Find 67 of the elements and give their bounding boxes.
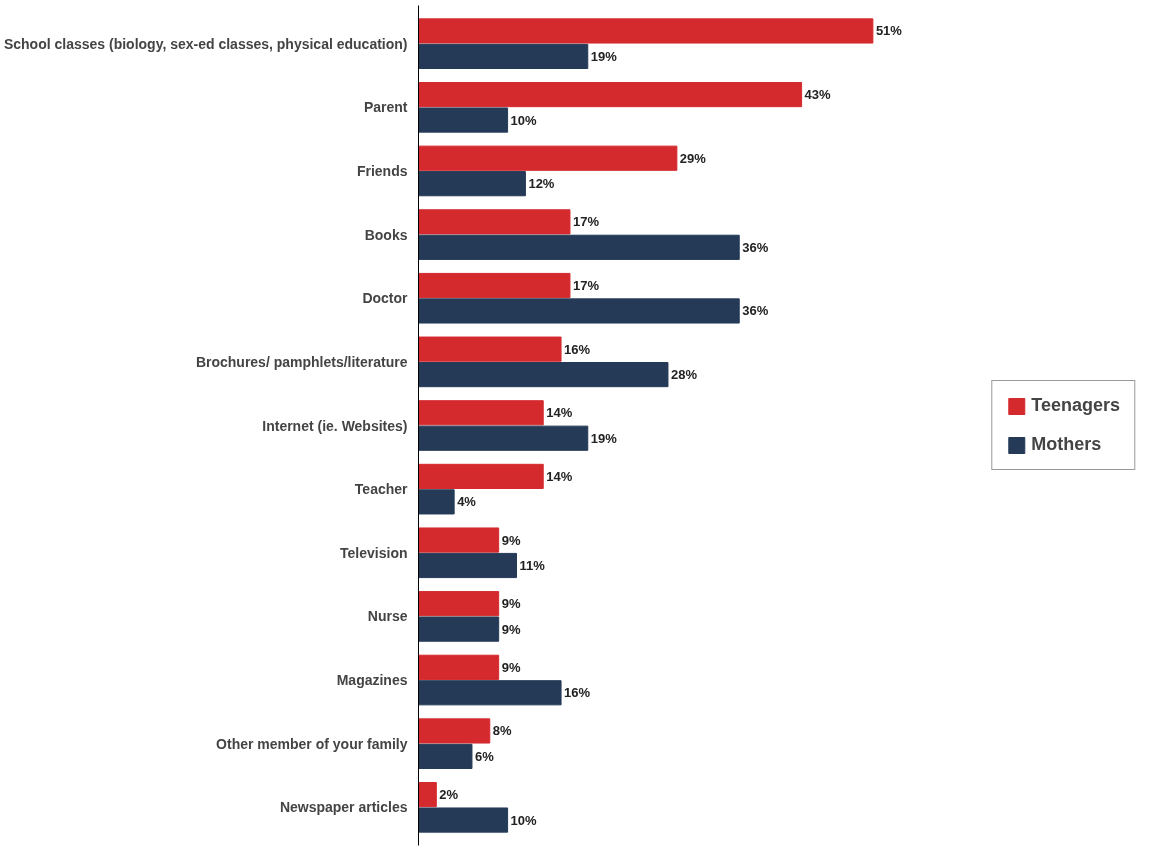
y-tick-label: Books xyxy=(364,226,408,243)
y-tick-label: Newspaper articles xyxy=(279,799,408,816)
bar xyxy=(418,145,678,171)
data-label: 8% xyxy=(492,723,512,739)
y-tick-label: Friends xyxy=(356,162,408,179)
y-tick-label: Internet (ie. Websites) xyxy=(262,417,408,434)
bar xyxy=(418,43,589,69)
data-label: 36% xyxy=(742,303,769,319)
y-tick-label: Teacher xyxy=(354,481,409,498)
legend-label: Mothers xyxy=(1031,434,1102,455)
y-tick-label: School classes (biology, sex-ed classes, physical education) xyxy=(3,35,408,52)
data-label: 29% xyxy=(679,150,707,166)
data-label: 19% xyxy=(590,430,618,446)
bar xyxy=(418,616,500,642)
data-label: 9% xyxy=(501,659,521,675)
data-label: 43% xyxy=(804,87,832,103)
data-label: 14% xyxy=(546,468,573,484)
data-label: 11% xyxy=(519,558,546,573)
bar xyxy=(418,463,544,489)
y-tick-label: Doctor xyxy=(362,290,409,307)
bar xyxy=(418,654,500,680)
legend-label: Teenagers xyxy=(1031,395,1120,416)
y-tick-label: Magazines xyxy=(336,672,408,689)
bar xyxy=(418,362,669,388)
bar xyxy=(418,527,500,553)
y-tick-label: Other member of your family xyxy=(216,735,408,752)
data-label: 4% xyxy=(457,494,477,510)
data-label: 9% xyxy=(501,621,521,637)
bar xyxy=(418,400,544,426)
data-label: 2% xyxy=(439,787,459,803)
bar xyxy=(418,807,509,833)
data-label: 17% xyxy=(572,278,600,293)
bar xyxy=(418,234,740,260)
bar xyxy=(418,718,491,744)
y-tick-label: Brochures/ pamphlets/literature xyxy=(195,353,408,370)
data-label: 10% xyxy=(510,112,538,128)
bar xyxy=(418,298,740,324)
bar xyxy=(418,209,571,235)
data-label: 16% xyxy=(564,685,591,701)
bar xyxy=(418,272,571,299)
data-label: 36% xyxy=(742,239,769,255)
data-label: 28% xyxy=(670,367,698,383)
data-label: 9% xyxy=(501,596,521,612)
data-label: 17% xyxy=(572,214,600,230)
data-label: 19% xyxy=(590,48,618,64)
bar xyxy=(418,782,437,808)
data-label: 6% xyxy=(474,748,495,764)
y-tick-label: Parent xyxy=(363,99,408,116)
data-label: 9% xyxy=(501,532,521,548)
bar xyxy=(418,425,589,451)
bar xyxy=(418,107,509,133)
bar xyxy=(418,743,473,769)
bar xyxy=(418,18,874,44)
data-label: 14% xyxy=(546,405,573,421)
bar xyxy=(418,82,803,108)
bar xyxy=(418,680,562,706)
bar xyxy=(418,489,455,515)
bar xyxy=(418,552,517,579)
y-tick-label: Nurse xyxy=(367,608,408,625)
y-tick-label: Television xyxy=(340,544,408,561)
bar xyxy=(418,171,526,197)
data-label: 10% xyxy=(510,812,538,828)
bar xyxy=(418,336,562,362)
data-label: 12% xyxy=(528,176,555,192)
data-label: 51% xyxy=(875,23,903,39)
bar xyxy=(418,591,500,617)
data-label: 16% xyxy=(564,341,591,357)
